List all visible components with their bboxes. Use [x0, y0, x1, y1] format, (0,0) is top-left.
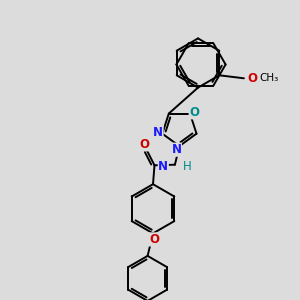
- Text: O: O: [149, 233, 159, 246]
- Text: N: N: [158, 160, 168, 173]
- Text: N: N: [171, 143, 182, 156]
- Text: O: O: [248, 72, 257, 85]
- Text: N: N: [153, 126, 163, 139]
- Text: CH₃: CH₃: [260, 73, 279, 83]
- Text: O: O: [140, 138, 150, 151]
- Text: O: O: [189, 106, 199, 119]
- Text: H: H: [182, 160, 191, 173]
